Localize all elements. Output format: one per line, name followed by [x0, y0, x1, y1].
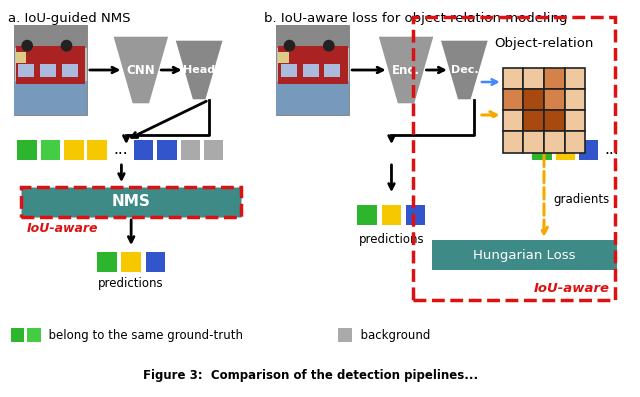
Circle shape [61, 40, 72, 51]
FancyBboxPatch shape [564, 67, 585, 89]
FancyBboxPatch shape [21, 187, 241, 217]
Text: background: background [353, 328, 430, 341]
FancyBboxPatch shape [406, 205, 426, 225]
Polygon shape [378, 36, 434, 104]
Text: CNN: CNN [127, 64, 156, 77]
FancyBboxPatch shape [276, 81, 349, 115]
FancyBboxPatch shape [564, 89, 585, 110]
Polygon shape [440, 40, 488, 100]
Text: b. IoU-aware loss for object relation modeling: b. IoU-aware loss for object relation mo… [264, 12, 568, 25]
FancyBboxPatch shape [62, 64, 78, 77]
Text: ...: ... [605, 143, 620, 158]
FancyBboxPatch shape [14, 81, 87, 115]
Text: NMS: NMS [112, 195, 150, 210]
FancyBboxPatch shape [564, 131, 585, 152]
FancyBboxPatch shape [15, 52, 26, 63]
FancyBboxPatch shape [278, 52, 289, 63]
Text: Head: Head [183, 65, 215, 75]
FancyBboxPatch shape [15, 46, 86, 83]
FancyBboxPatch shape [40, 64, 56, 77]
Text: Dec.: Dec. [451, 65, 478, 75]
FancyBboxPatch shape [97, 252, 116, 272]
FancyBboxPatch shape [432, 240, 617, 270]
FancyBboxPatch shape [281, 64, 297, 77]
Circle shape [284, 40, 294, 51]
FancyBboxPatch shape [502, 67, 524, 89]
FancyBboxPatch shape [11, 328, 24, 342]
FancyBboxPatch shape [157, 140, 177, 160]
Text: predictions: predictions [99, 276, 164, 289]
FancyBboxPatch shape [382, 205, 401, 225]
FancyBboxPatch shape [17, 140, 37, 160]
Circle shape [22, 40, 32, 51]
FancyBboxPatch shape [324, 64, 340, 77]
FancyBboxPatch shape [544, 89, 564, 110]
Circle shape [324, 40, 334, 51]
FancyBboxPatch shape [303, 64, 319, 77]
Text: ...: ... [113, 143, 128, 158]
FancyBboxPatch shape [19, 64, 35, 77]
FancyBboxPatch shape [64, 140, 84, 160]
FancyBboxPatch shape [502, 89, 524, 110]
Polygon shape [175, 40, 223, 100]
FancyBboxPatch shape [27, 328, 41, 342]
Text: Hungarian Loss: Hungarian Loss [474, 249, 576, 262]
FancyBboxPatch shape [276, 25, 349, 48]
Polygon shape [113, 36, 169, 104]
FancyBboxPatch shape [278, 46, 348, 83]
FancyBboxPatch shape [14, 25, 87, 48]
Text: IoU-aware: IoU-aware [534, 282, 610, 295]
FancyBboxPatch shape [41, 140, 60, 160]
FancyBboxPatch shape [524, 67, 544, 89]
FancyBboxPatch shape [338, 328, 351, 342]
FancyBboxPatch shape [276, 25, 349, 115]
FancyBboxPatch shape [544, 67, 564, 89]
Text: Object-relation: Object-relation [494, 37, 594, 50]
Text: belong to the same ground-truth: belong to the same ground-truth [41, 328, 243, 341]
FancyBboxPatch shape [524, 110, 544, 131]
Text: a. IoU-guided NMS: a. IoU-guided NMS [8, 12, 131, 25]
FancyBboxPatch shape [358, 205, 377, 225]
FancyBboxPatch shape [502, 110, 524, 131]
Text: IoU-aware: IoU-aware [27, 222, 99, 235]
FancyBboxPatch shape [146, 252, 165, 272]
Text: gradients: gradients [554, 193, 610, 206]
FancyBboxPatch shape [625, 140, 640, 160]
FancyBboxPatch shape [579, 140, 598, 160]
FancyBboxPatch shape [556, 140, 575, 160]
Text: Figure 3:  Comparison of the detection pipelines...: Figure 3: Comparison of the detection pi… [143, 370, 479, 382]
FancyBboxPatch shape [14, 25, 87, 115]
Text: Enc.: Enc. [392, 64, 420, 77]
FancyBboxPatch shape [544, 110, 564, 131]
Text: predictions: predictions [358, 233, 424, 247]
FancyBboxPatch shape [532, 140, 552, 160]
FancyBboxPatch shape [502, 131, 524, 152]
FancyBboxPatch shape [88, 140, 107, 160]
FancyBboxPatch shape [134, 140, 154, 160]
FancyBboxPatch shape [180, 140, 200, 160]
FancyBboxPatch shape [524, 89, 544, 110]
FancyBboxPatch shape [564, 110, 585, 131]
FancyBboxPatch shape [524, 131, 544, 152]
FancyBboxPatch shape [122, 252, 141, 272]
FancyBboxPatch shape [204, 140, 223, 160]
FancyBboxPatch shape [544, 131, 564, 152]
